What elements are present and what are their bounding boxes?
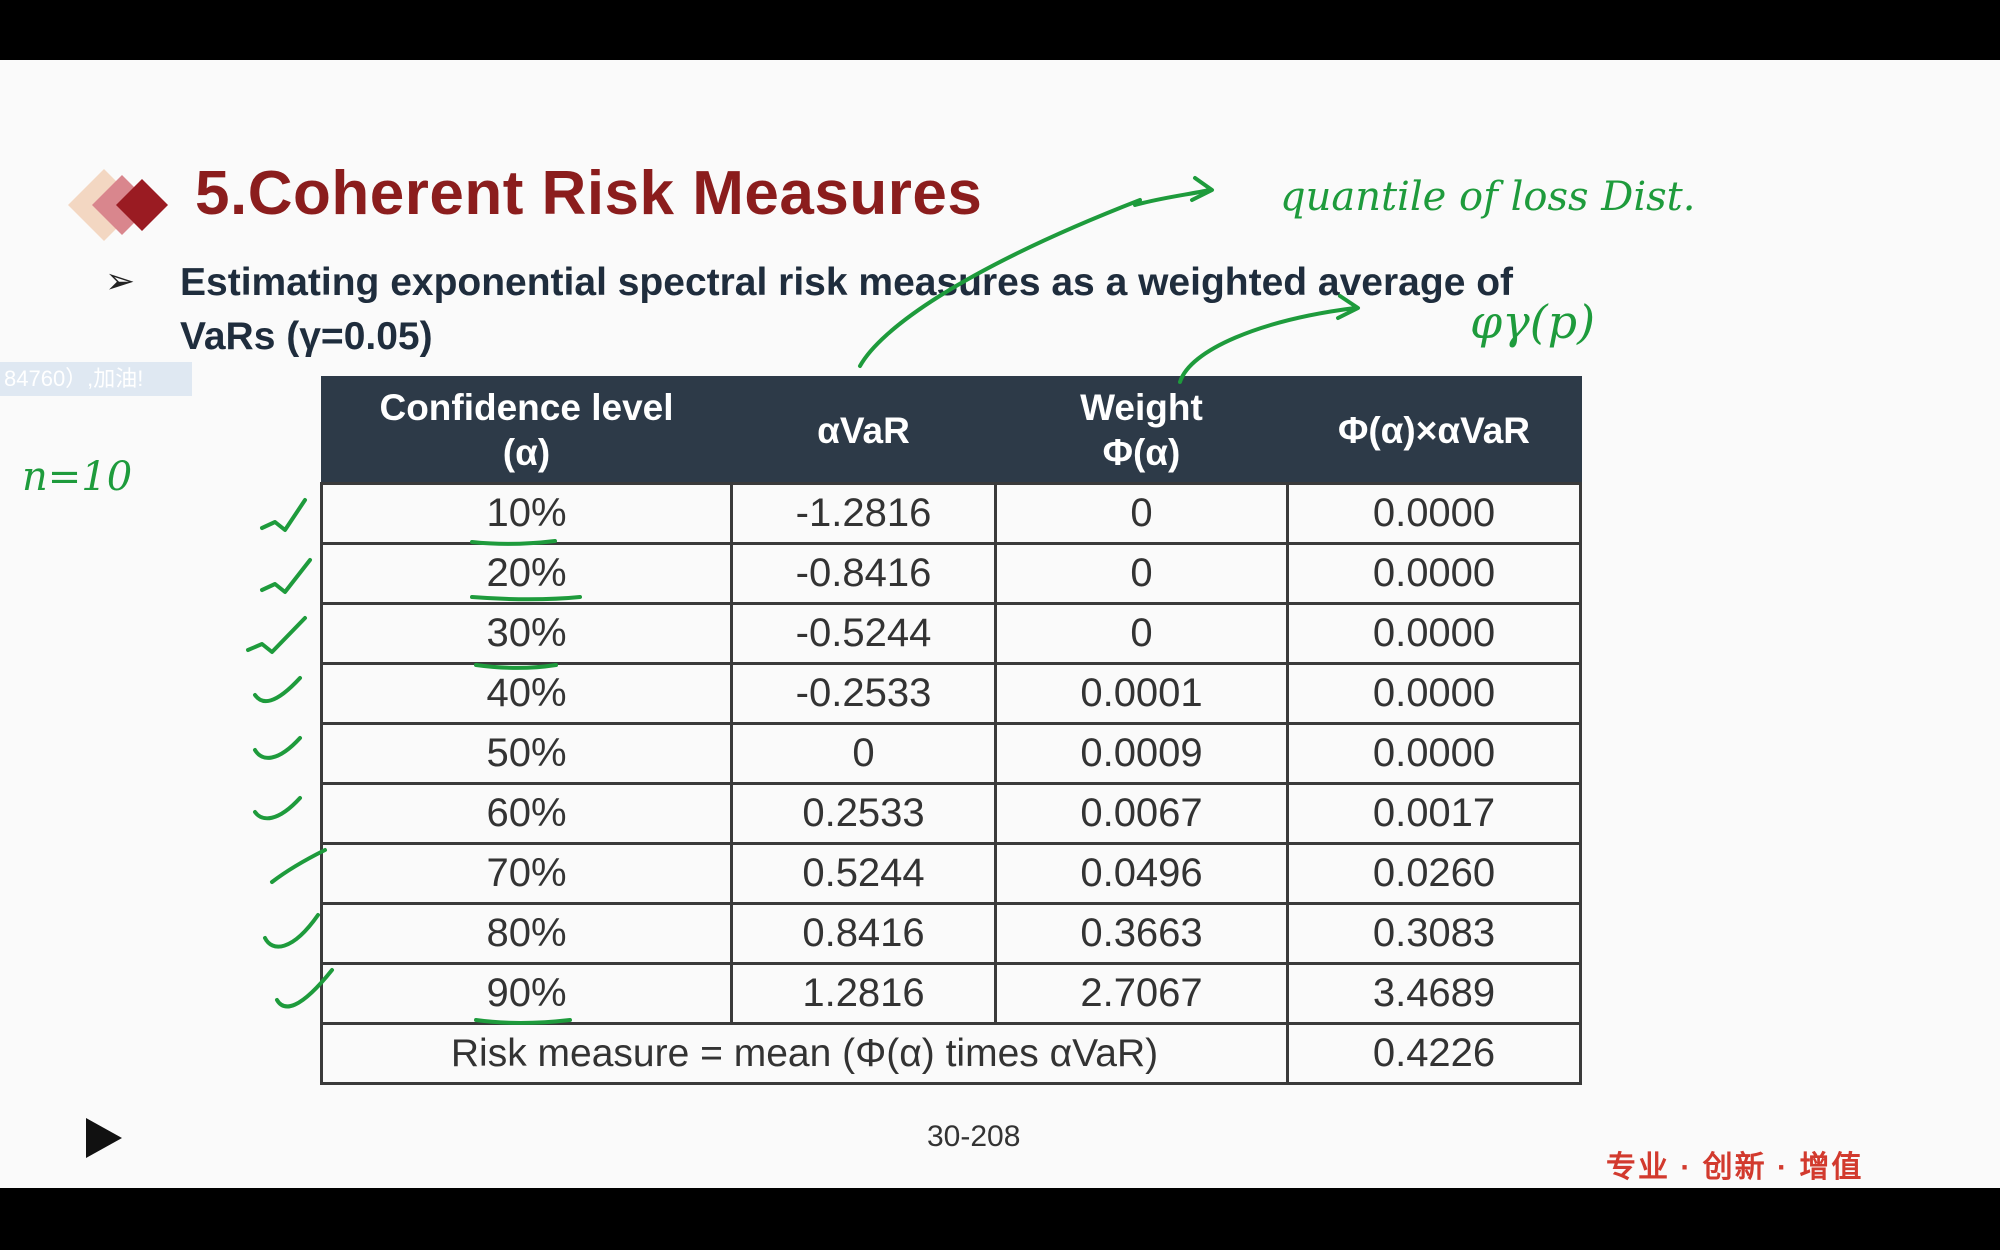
cell-weight: 0.0009 <box>994 722 1289 785</box>
tick-mark <box>253 736 302 760</box>
cell-product: 0.0000 <box>1286 602 1582 665</box>
table-row: 30% -0.5244 0 0.0000 <box>320 602 1582 665</box>
cell-confidence: 90% <box>320 962 733 1025</box>
cell-product: 0.0260 <box>1286 842 1582 905</box>
var-weights-table: Confidence level (α) αVaR Weight Φ(α) Φ(α)… <box>320 376 1582 1085</box>
cell-product: 3.4689 <box>1286 962 1582 1025</box>
tick-mark <box>263 913 320 949</box>
cell-confidence: 20% <box>320 542 733 605</box>
cell-avar: -0.2533 <box>730 662 997 725</box>
cell-confidence: 50% <box>320 722 733 785</box>
cell-avar: 0.2533 <box>730 782 997 845</box>
cell-confidence: 40% <box>320 662 733 725</box>
page-number: 30-208 <box>927 1120 1021 1153</box>
table-row: 90% 1.2816 2.7067 3.4689 <box>320 962 1582 1025</box>
cell-confidence: 70% <box>320 842 733 905</box>
cell-product: 0.0000 <box>1286 722 1582 785</box>
cell-avar: 0.8416 <box>730 902 997 965</box>
tick-mark <box>253 796 302 821</box>
cell-weight: 0.0496 <box>994 842 1289 905</box>
cell-product: 0.0000 <box>1286 482 1582 545</box>
cell-avar: 1.2816 <box>730 962 997 1025</box>
header-product: Φ(α)×αVaR <box>1286 376 1582 485</box>
play-icon[interactable] <box>84 1116 124 1160</box>
tick-mark <box>260 498 307 532</box>
bullet-line-2: VaRs (γ=0.05) <box>180 315 433 358</box>
cell-product: 0.0000 <box>1286 662 1582 725</box>
cell-confidence: 80% <box>320 902 733 965</box>
slide-title: 5.Coherent Risk Measures <box>195 159 983 228</box>
arrow-from-title <box>1133 176 1214 207</box>
table-row: 10% -1.2816 0 0.0000 <box>320 482 1582 545</box>
cell-avar: -0.5244 <box>730 602 997 665</box>
summary-value: 0.4226 <box>1286 1022 1582 1085</box>
tick-mark <box>270 848 327 884</box>
cell-product: 0.0017 <box>1286 782 1582 845</box>
cell-avar: 0.5244 <box>730 842 997 905</box>
summary-row: Risk measure = mean (Φ(α) times αVaR) 0.… <box>320 1022 1582 1085</box>
cell-weight: 0 <box>994 602 1289 665</box>
bullet-text: Estimating exponential spectral risk mea… <box>180 256 1880 364</box>
table-row: 70% 0.5244 0.0496 0.0260 <box>320 842 1582 905</box>
note-quantile: quantile of loss Dist. <box>1280 174 1695 220</box>
summary-label: Risk measure = mean (Φ(α) times αVaR) <box>320 1022 1289 1085</box>
cell-product: 0.0000 <box>1286 542 1582 605</box>
tick-mark <box>260 558 312 594</box>
table-row: 80% 0.8416 0.3663 0.3083 <box>320 902 1582 965</box>
cell-confidence: 30% <box>320 602 733 665</box>
table-row: 40% -0.2533 0.0001 0.0000 <box>320 662 1582 725</box>
note-n: n=10 <box>22 454 132 500</box>
cell-avar: -0.8416 <box>730 542 997 605</box>
video-top-bar <box>0 0 2000 60</box>
table-row: 60% 0.2533 0.0067 0.0017 <box>320 782 1582 845</box>
cell-confidence: 10% <box>320 482 733 545</box>
bullet-line-1: Estimating exponential spectral risk mea… <box>180 261 1514 304</box>
cell-weight: 0.3663 <box>994 902 1289 965</box>
tick-mark <box>246 616 307 654</box>
header-confidence: Confidence level (α) <box>320 376 733 485</box>
bullet-arrow-icon: ➢ <box>105 260 136 301</box>
table-header-row: Confidence level (α) αVaR Weight Φ(α) Φ(α)… <box>320 376 1582 485</box>
table-row: 20% -0.8416 0 0.0000 <box>320 542 1582 605</box>
cell-product: 0.3083 <box>1286 902 1582 965</box>
brand-slogan: 专业 · 创新 · 增值 <box>1606 1151 1864 1184</box>
cell-weight: 0.0001 <box>994 662 1289 725</box>
tick-mark <box>253 676 302 704</box>
header-avar: αVaR <box>730 376 997 485</box>
cell-weight: 0 <box>994 482 1289 545</box>
overlay-banner: 84760）,加油! <box>0 362 192 396</box>
cell-confidence: 60% <box>320 782 733 845</box>
cell-weight: 2.7067 <box>994 962 1289 1025</box>
cell-avar: 0 <box>730 722 997 785</box>
cell-avar: -1.2816 <box>730 482 997 545</box>
title-diamond-icon <box>68 169 168 241</box>
cell-weight: 0.0067 <box>994 782 1289 845</box>
slide: 5.Coherent Risk Measures ➢ Estimating ex… <box>0 60 2000 1188</box>
cell-weight: 0 <box>994 542 1289 605</box>
header-weight: Weight Φ(α) <box>994 376 1289 485</box>
video-bottom-bar <box>0 1188 2000 1250</box>
table-row: 50% 0 0.0009 0.0000 <box>320 722 1582 785</box>
